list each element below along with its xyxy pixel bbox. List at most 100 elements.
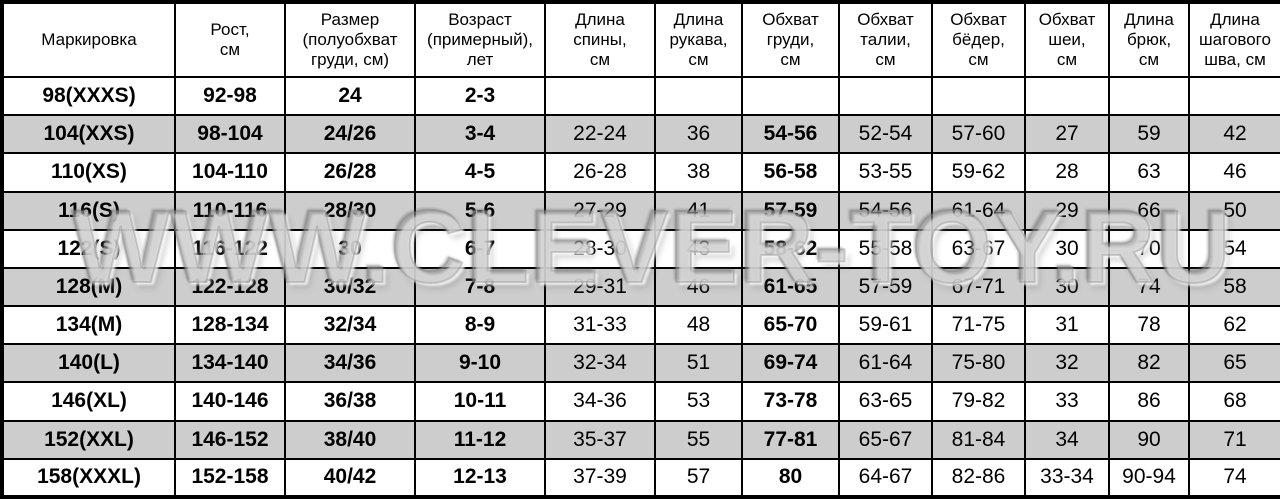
table-cell: 71-75 (931, 305, 1026, 346)
table-cell: 32-34 (544, 343, 656, 384)
table-cell: 33 (1024, 381, 1110, 422)
table-cell: 30 (1024, 266, 1110, 308)
table-cell: 67-71 (931, 266, 1026, 308)
table-cell: 116(S) (1, 190, 176, 231)
column-header: Обхват талии, см (838, 1, 933, 78)
table-cell: 68 (1188, 381, 1280, 422)
table-row: 128(M) 122-128 30/32 7-8 29-31 46 61-65 57-59 67… (1, 266, 1280, 308)
table-cell (654, 75, 743, 117)
table-cell: 8-9 (414, 305, 546, 346)
table-row: 152(XXL) 146-152 38/40 11-12 35-37 55 77-81 65-… (1, 419, 1280, 460)
table-row: 158(XXXL) 152-158 40/42 12-13 37-39 57 80 64-67… (1, 457, 1280, 499)
table-cell: 31-33 (544, 305, 656, 346)
table-cell: 55 (654, 419, 743, 460)
column-header: Возраст (примерный), лет (414, 1, 546, 78)
header-row: Маркировка Рост, см Размер (полуобхват гру… (1, 1, 1280, 78)
table-cell: 27 (1024, 114, 1110, 155)
table-body: 98(XXXS) 92-98 24 2-3 104(XXS) 98-104 24/26 3-4… (1, 75, 1280, 499)
table-cell: 30 (1024, 228, 1110, 269)
table-cell (1024, 75, 1110, 117)
table-row: 98(XXXS) 92-98 24 2-3 (1, 75, 1280, 117)
table-cell: 63 (1108, 152, 1190, 193)
table-cell: 158(XXXL) (1, 457, 176, 499)
table-cell: 27-29 (544, 190, 656, 231)
table-cell: 98(XXXS) (1, 75, 176, 117)
table-cell: 82-86 (931, 457, 1026, 499)
table-cell: 61-64 (838, 343, 933, 384)
table-cell: 152(XXL) (1, 419, 176, 460)
table-cell: 61-64 (931, 190, 1026, 231)
table-cell: 90-94 (1108, 457, 1190, 499)
table-cell: 98-104 (174, 114, 286, 155)
table-cell: 140(L) (1, 343, 176, 384)
table-cell: 92-98 (174, 75, 286, 117)
table-cell: 50 (1188, 190, 1280, 231)
table-cell: 41 (654, 190, 743, 231)
table-cell: 57 (654, 457, 743, 499)
table-cell: 54 (1188, 228, 1280, 269)
table-cell (931, 75, 1026, 117)
table-cell: 57-59 (741, 190, 840, 231)
table-cell: 7-8 (414, 266, 546, 308)
table-cell: 146(XL) (1, 381, 176, 422)
table-cell: 57-60 (931, 114, 1026, 155)
table-cell: 11-12 (414, 419, 546, 460)
table-cell: 82 (1108, 343, 1190, 384)
table-cell: 52-54 (838, 114, 933, 155)
table-cell: 59-61 (838, 305, 933, 346)
table-cell: 128-134 (174, 305, 286, 346)
table-row: 104(XXS) 98-104 24/26 3-4 22-24 36 54-56 52-54 5… (1, 114, 1280, 155)
table-cell: 65-67 (838, 419, 933, 460)
table-cell: 53 (654, 381, 743, 422)
table-cell: 110(XS) (1, 152, 176, 193)
table-cell: 9-10 (414, 343, 546, 384)
table-row: 134(M) 128-134 32/34 8-9 31-33 48 65-70 59-61 71… (1, 305, 1280, 346)
table-cell: 104(XXS) (1, 114, 176, 155)
table-cell: 74 (1188, 457, 1280, 499)
table-cell: 10-11 (414, 381, 546, 422)
table-cell: 43 (654, 228, 743, 269)
table-cell: 86 (1108, 381, 1190, 422)
table-cell: 30 (284, 228, 416, 269)
table-cell: 22-24 (544, 114, 656, 155)
column-header: Длина спины, см (544, 1, 656, 78)
table-cell: 6-7 (414, 228, 546, 269)
table-cell: 128(M) (1, 266, 176, 308)
table-cell: 37-39 (544, 457, 656, 499)
table-cell: 54-56 (838, 190, 933, 231)
table-cell: 4-5 (414, 152, 546, 193)
table-cell: 116-122 (174, 228, 286, 269)
table-cell: 38 (654, 152, 743, 193)
table-row: 116(S) 110-116 28/30 5-6 27-29 41 57-59 54-56 61… (1, 190, 1280, 231)
table-cell (838, 75, 933, 117)
table-cell: 28/30 (284, 190, 416, 231)
table-cell (741, 75, 840, 117)
table-cell: 75-80 (931, 343, 1026, 384)
table-cell: 134-140 (174, 343, 286, 384)
column-header: Длина шагового шва, см (1188, 1, 1280, 78)
table-cell: 24/26 (284, 114, 416, 155)
table-cell: 62 (1188, 305, 1280, 346)
table-cell: 78 (1108, 305, 1190, 346)
table-cell: 57-59 (838, 266, 933, 308)
table-cell: 65 (1188, 343, 1280, 384)
table-cell: 30/32 (284, 266, 416, 308)
table-cell: 152-158 (174, 457, 286, 499)
table-cell: 32 (1024, 343, 1110, 384)
column-header: Обхват бёдер, см (931, 1, 1026, 78)
table-cell: 34-36 (544, 381, 656, 422)
column-header: Маркировка (1, 1, 176, 78)
table-cell: 2-3 (414, 75, 546, 117)
table-cell: 54-56 (741, 114, 840, 155)
table-row: 110(XS) 104-110 26/28 4-5 26-28 38 56-58 53-55 5… (1, 152, 1280, 193)
table-cell: 34 (1024, 419, 1110, 460)
table-cell: 110-116 (174, 190, 286, 231)
table-cell: 58 (1188, 266, 1280, 308)
table-cell: 122-128 (174, 266, 286, 308)
table-cell: 3-4 (414, 114, 546, 155)
table-cell: 104-110 (174, 152, 286, 193)
table-cell: 63-67 (931, 228, 1026, 269)
table-cell: 71 (1188, 419, 1280, 460)
